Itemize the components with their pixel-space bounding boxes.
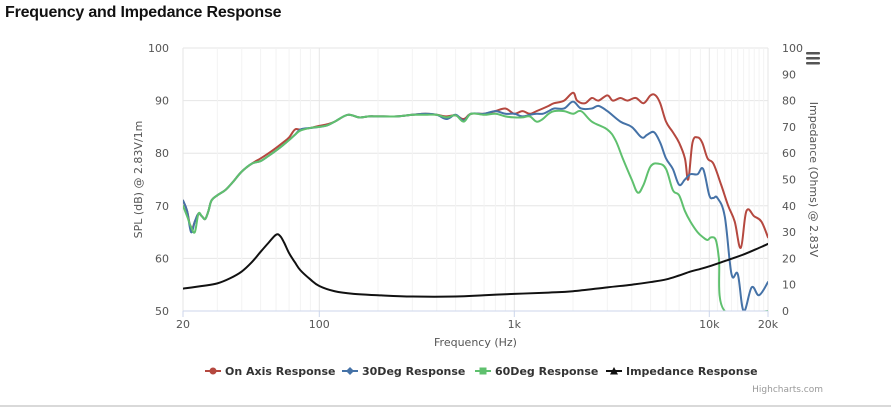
y-right-tick-label: 50 bbox=[782, 174, 796, 187]
y-left-tick-label: 80 bbox=[155, 147, 169, 160]
x-axis-title: Frequency (Hz) bbox=[434, 336, 517, 349]
series-line-4 bbox=[183, 233, 768, 298]
legend-marker-triangle-icon bbox=[610, 367, 618, 375]
chart-axes: 20 100 1k 10k 20k 50 60 70 80 90 100 0 10 20 30 40 50 60 7… bbox=[148, 42, 803, 331]
y-right-tick-label: 90 bbox=[782, 68, 796, 81]
x-tick-label: 20k bbox=[758, 318, 779, 331]
legend-item[interactable]: Impedance Response bbox=[606, 365, 758, 378]
y-left-tick-label: 70 bbox=[155, 200, 169, 213]
legend-item[interactable]: On Axis Response bbox=[205, 365, 336, 378]
x-tick-label: 1k bbox=[508, 318, 522, 331]
legend-label: Impedance Response bbox=[626, 365, 758, 378]
chart-grid bbox=[182, 47, 769, 312]
series-line-1 bbox=[183, 91, 768, 249]
legend-label: On Axis Response bbox=[225, 365, 336, 378]
page-title: Frequency and Impedance Response bbox=[5, 4, 282, 21]
y-right-tick-label: 70 bbox=[782, 121, 796, 134]
chart-credit[interactable]: Highcharts.com bbox=[752, 385, 823, 395]
legend-label: 30Deg Response bbox=[362, 365, 465, 378]
legend-label: 60Deg Response bbox=[495, 365, 598, 378]
legend-item[interactable]: 60Deg Response bbox=[475, 365, 598, 378]
y-right-tick-label: 20 bbox=[782, 252, 796, 265]
y-left-tick-label: 50 bbox=[155, 305, 169, 318]
series-line-3 bbox=[183, 109, 768, 311]
x-tick-label: 100 bbox=[309, 318, 330, 331]
legend-marker-square-icon bbox=[479, 367, 487, 375]
y-right-tick-label: 10 bbox=[782, 279, 796, 292]
legend-marker-diamond-icon bbox=[346, 367, 354, 375]
y-right-tick-label: 40 bbox=[782, 200, 796, 213]
y-left-tick-label: 100 bbox=[148, 42, 169, 55]
y-left-tick-label: 90 bbox=[155, 95, 169, 108]
y-axis-right-title: Impedance (Ohms) @ 2.83V bbox=[807, 102, 820, 258]
y-axis-left-title: SPL (dB) @ 2.83V/1m bbox=[132, 121, 145, 239]
hamburger-menu-icon[interactable] bbox=[802, 47, 824, 69]
y-left-tick-label: 60 bbox=[155, 252, 169, 265]
y-right-tick-label: 100 bbox=[782, 42, 803, 55]
chart-series-layer bbox=[183, 91, 768, 311]
x-tick-label: 10k bbox=[699, 318, 720, 331]
legend-item[interactable]: 30Deg Response bbox=[342, 365, 465, 378]
x-tick-label: 20 bbox=[176, 318, 190, 331]
y-right-tick-label: 0 bbox=[782, 305, 789, 318]
y-right-tick-label: 60 bbox=[782, 147, 796, 160]
y-right-tick-label: 80 bbox=[782, 95, 796, 108]
y-right-tick-label: 30 bbox=[782, 226, 796, 239]
series-line-2 bbox=[183, 100, 768, 311]
legend-marker-circle-icon bbox=[209, 367, 217, 375]
chart-legend: On Axis Response 30Deg Response 60Deg Resp… bbox=[205, 365, 758, 378]
bottom-divider bbox=[0, 405, 891, 407]
